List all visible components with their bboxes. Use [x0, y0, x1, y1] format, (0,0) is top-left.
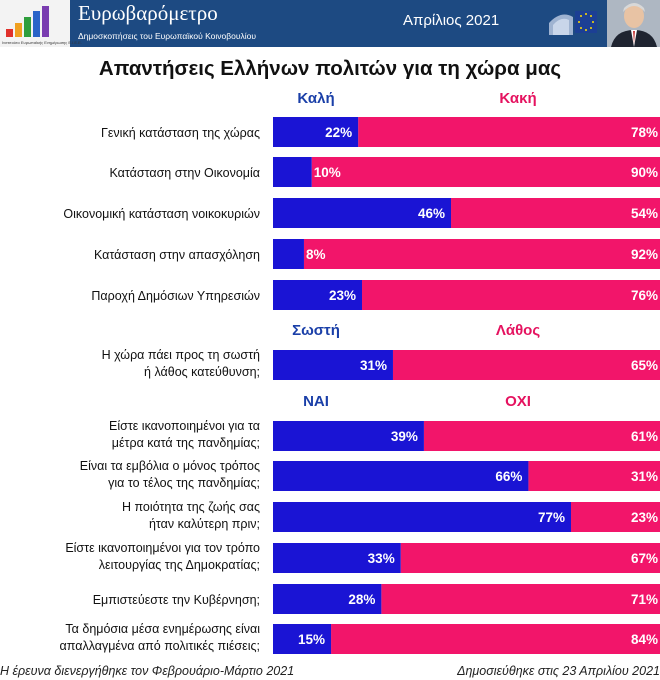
question-label: Είστε ικανοποιημένοι για τον τρόπο — [65, 541, 260, 555]
positive-value-label: 66% — [495, 469, 522, 484]
negative-value-label: 78% — [631, 125, 658, 140]
negative-bar — [362, 280, 660, 310]
question-label: Είστε ικανοποιημένοι για τα — [109, 419, 260, 433]
negative-bar — [381, 584, 660, 614]
header-banner: Ινστιτούτο Ευρωπαϊκής Ενημέρωσης Ε.Ι.Ε.Ε… — [0, 0, 660, 47]
negative-bar — [392, 350, 660, 380]
negative-bar — [570, 502, 660, 532]
negative-bar — [358, 117, 660, 147]
question-label: Γενική κατάσταση της χώρας — [101, 126, 260, 140]
brand-subtitle: Δημοσκοπήσεις του Ευρωπαϊκού Κοινοβουλίο… — [78, 31, 257, 41]
question-label: Η ποιότητα της ζωής σας — [122, 500, 260, 514]
positive-bar — [273, 624, 332, 654]
question-label: για το τέλος της πανδημίας; — [108, 476, 260, 490]
negative-value-label: 76% — [631, 288, 658, 303]
negative-value-label: 84% — [631, 632, 658, 647]
positive-value-label: 15% — [298, 632, 325, 647]
question-label: Κατάσταση στην Οικονομία — [109, 166, 260, 180]
question-label: απαλλαγμένα από πολιτικές πιέσεις; — [60, 639, 260, 653]
negative-value-label: 23% — [631, 510, 658, 525]
logo-caption: Ινστιτούτο Ευρωπαϊκής Ενημέρωσης Ε.Ι.Ε.Ε… — [2, 40, 82, 45]
positive-value-label: 31% — [360, 358, 387, 373]
positive-value-label: 28% — [348, 592, 375, 607]
footer-survey-period: Η έρευνα διενεργήθηκε τον Φεβρουάριο-Μάρ… — [0, 664, 295, 678]
negative-value-label: 65% — [631, 358, 658, 373]
question-label: μέτρα κατά της πανδημίας; — [112, 436, 260, 450]
positive-value-label: 22% — [325, 125, 352, 140]
question-label: Εμπιστεύεστε την Κυβέρνηση; — [93, 593, 260, 607]
positive-bar — [273, 461, 529, 491]
negative-series-header: ΟΧΙ — [505, 393, 531, 410]
positive-bar — [273, 350, 393, 380]
footer-publish-date: Δημοσιεύθηκε στις 23 Απριλίου 2021 — [457, 664, 660, 678]
negative-value-label: 54% — [631, 206, 658, 221]
institute-logo: Ινστιτούτο Ευρωπαϊκής Ενημέρωσης Ε.Ι.Ε.Ε… — [0, 0, 82, 47]
question-label: ή λάθος κατεύθυνση; — [144, 365, 260, 379]
question-label: Οικονομική κατάσταση νοικοκυριών — [63, 207, 260, 221]
negative-value-label: 67% — [631, 551, 658, 566]
negative-bar — [400, 543, 660, 573]
positive-bar — [273, 117, 359, 147]
positive-bar — [273, 157, 312, 187]
positive-value-label: 33% — [368, 551, 395, 566]
negative-bar — [331, 624, 660, 654]
positive-value-label: 8% — [306, 247, 326, 262]
positive-value-label: 39% — [391, 429, 418, 444]
positive-bar — [273, 280, 363, 310]
negative-bar — [451, 198, 660, 228]
question-label: Κατάσταση στην απασχόληση — [94, 248, 260, 262]
positive-bar — [273, 584, 382, 614]
chart-title: Απαντήσεις Ελλήνων πολιτών για τη χώρα μ… — [98, 57, 562, 80]
question-label: Είναι τα εμβόλια ο μόνος τρόπος — [80, 459, 260, 473]
header-date: Απρίλιος 2021 — [403, 12, 500, 29]
negative-series-header: Λάθος — [496, 322, 540, 339]
brand-title: Ευρωβαρόμετρο — [78, 1, 218, 25]
negative-bar — [303, 239, 660, 269]
positive-bar — [273, 421, 424, 451]
positive-value-label: 46% — [418, 206, 445, 221]
question-label: Παροχή Δημόσιων Υπηρεσιών — [91, 289, 260, 303]
positive-value-label: 10% — [314, 165, 341, 180]
positive-series-header: ΝΑΙ — [303, 393, 329, 410]
negative-series-header: Κακή — [499, 90, 536, 107]
negative-value-label: 61% — [631, 429, 658, 444]
negative-value-label: 31% — [631, 469, 658, 484]
negative-bar — [311, 157, 660, 187]
positive-series-header: Σωστή — [292, 322, 340, 339]
positive-bar — [273, 543, 401, 573]
negative-bar — [528, 461, 660, 491]
positive-bar — [273, 198, 452, 228]
european-parliament-logo-icon — [549, 11, 597, 36]
speaker-portrait — [607, 0, 660, 47]
positive-bar — [273, 502, 571, 532]
positive-series-header: Καλή — [297, 90, 334, 107]
negative-value-label: 92% — [631, 247, 658, 262]
question-label: Η χώρα πάει προς τη σωστή — [102, 348, 260, 362]
negative-bar — [423, 421, 660, 451]
positive-value-label: 77% — [538, 510, 565, 525]
negative-value-label: 71% — [631, 592, 658, 607]
question-label: Τα δημόσια μέσα ενημέρωσης είναι — [65, 622, 260, 636]
question-label: ήταν καλύτερη πριν; — [149, 517, 260, 531]
positive-value-label: 23% — [329, 288, 356, 303]
negative-value-label: 90% — [631, 165, 658, 180]
question-label: λειτουργίας της Δημοκρατίας; — [99, 558, 260, 572]
positive-bar — [273, 239, 304, 269]
stacked-bar-chart: Καλή Κακή Γενική κατάσταση της χώρας 22% 78%… — [60, 90, 660, 654]
